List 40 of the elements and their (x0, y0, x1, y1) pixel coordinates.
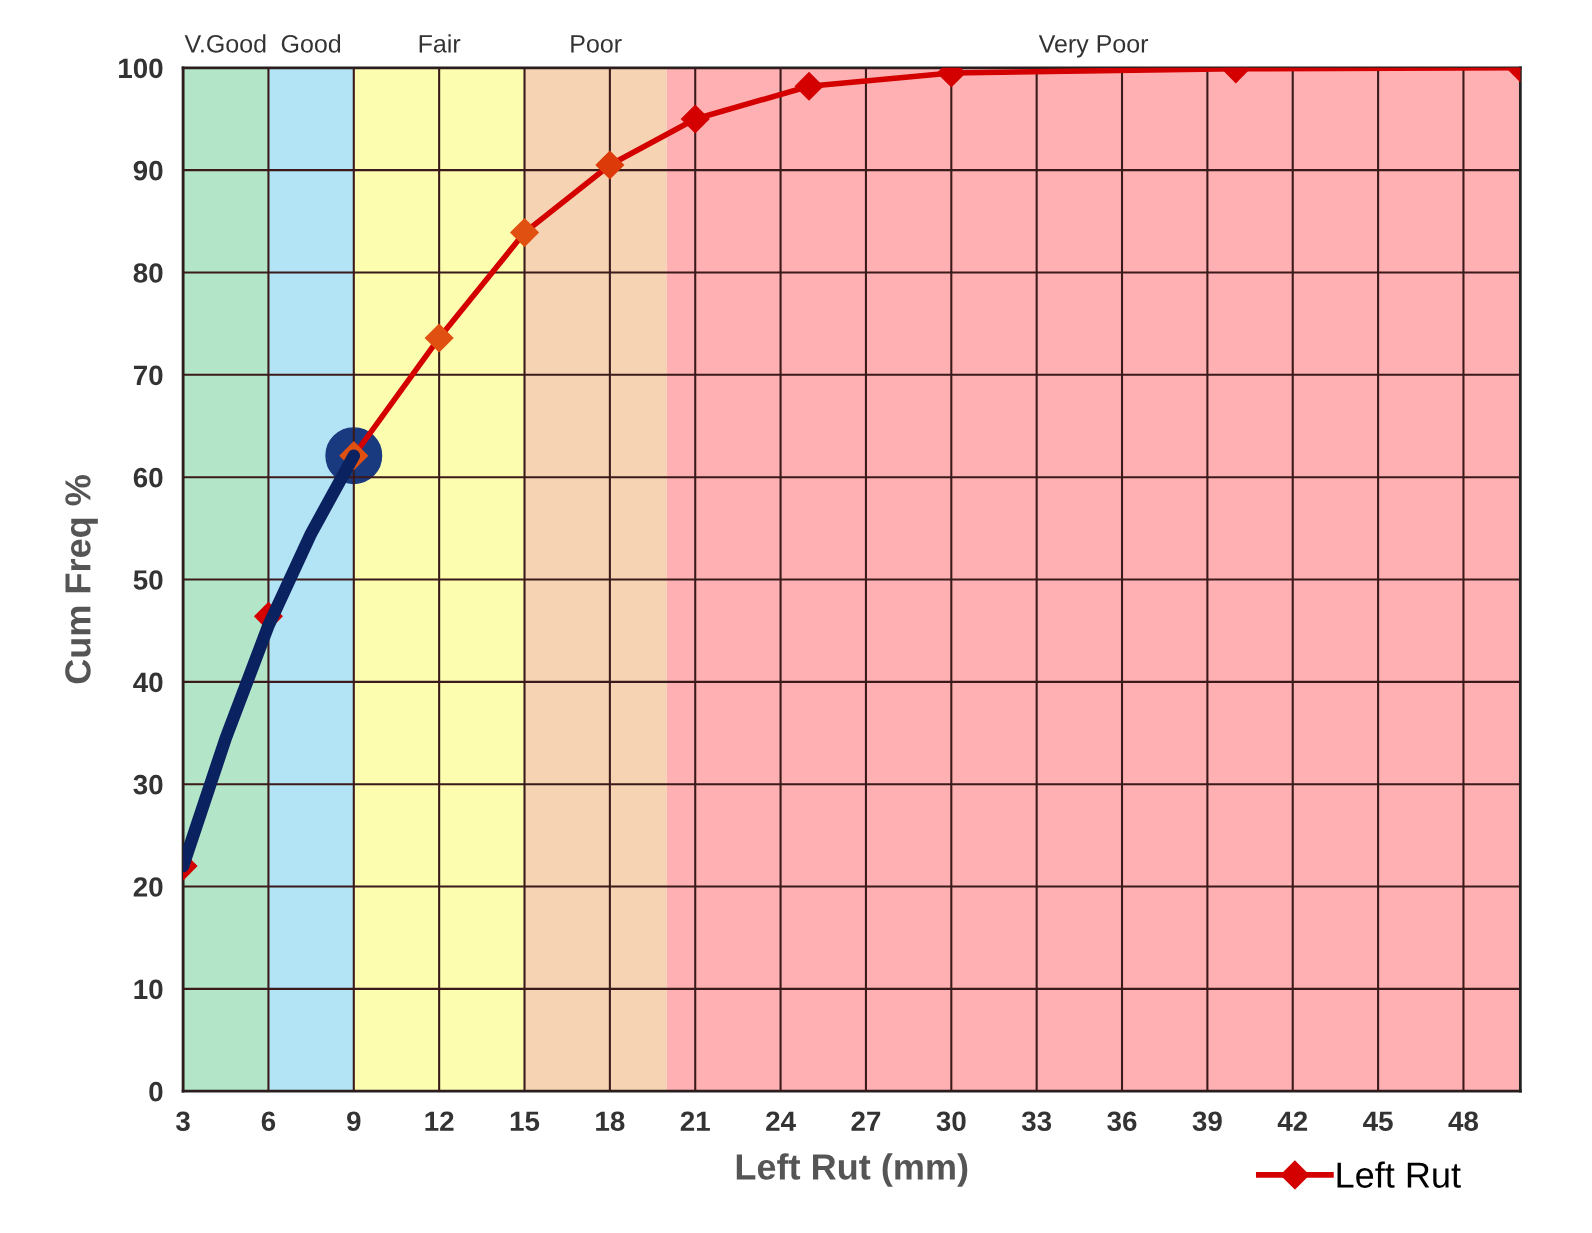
x-tick-label: 27 (851, 1111, 881, 1131)
band-label: Very Poor (1038, 35, 1149, 58)
x-tick-label: 33 (1021, 1111, 1052, 1132)
x-tick-label: 3 (175, 1111, 190, 1132)
x-tick-label: 24 (766, 1111, 796, 1131)
y-tick-label: 20 (133, 877, 163, 897)
x-tick-label: 12 (425, 1111, 454, 1131)
x-tick-label: 15 (510, 1111, 540, 1132)
y-tick-label: 60 (133, 467, 163, 488)
point (794, 71, 824, 101)
x-tick-label: 42 (1277, 1111, 1308, 1131)
x-tick-label: 39 (1192, 1111, 1222, 1132)
x-tick-label: 6 (261, 1111, 276, 1132)
band-label: V.Good (184, 34, 266, 53)
legend-label: Left Rut (1337, 1161, 1461, 1188)
x-tick-label: 21 (680, 1111, 710, 1131)
y-tick-label: 50 (133, 570, 163, 590)
point (509, 218, 540, 248)
point (424, 323, 454, 353)
band-label: Good (281, 34, 341, 53)
x-tick-label: 9 (347, 1111, 361, 1132)
x-tick-label: 48 (1448, 1111, 1479, 1132)
point (595, 150, 625, 180)
band-label: Poor (571, 35, 622, 53)
y-tick-label: 0 (149, 1081, 163, 1102)
y-tick-label: 90 (133, 160, 163, 181)
point (680, 104, 710, 134)
x-tick-label: 30 (936, 1111, 966, 1132)
y-tick-label: 40 (133, 672, 163, 693)
x-tick-label: 36 (1107, 1111, 1137, 1132)
y-tick-label: 10 (134, 979, 163, 1000)
y-axis-title: Cum Freq % (65, 475, 98, 684)
y-tick-label: 70 (133, 365, 163, 386)
x-axis-title: Left Rut (mm) (736, 1153, 968, 1187)
y-tick-label: 30 (133, 774, 163, 795)
y-tick-label: 100 (119, 58, 163, 79)
x-tick-label: 45 (1363, 1111, 1393, 1132)
band-label: Fair (419, 34, 461, 53)
y-tick-label: 80 (133, 263, 163, 283)
x-tick-label: 18 (596, 1111, 625, 1132)
